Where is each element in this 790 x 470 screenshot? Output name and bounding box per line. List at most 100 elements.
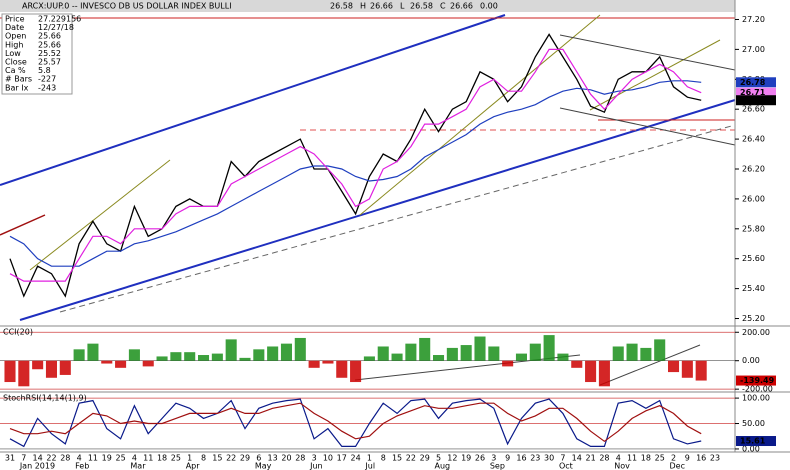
y-tick-label: 100.00 (742, 394, 770, 403)
trend-line (559, 34, 736, 71)
y-tick-label: 26.40 (742, 135, 765, 144)
x-tick-label: 15 (212, 454, 222, 463)
info-label: High (5, 40, 23, 49)
x-tick-label: 1 (367, 454, 372, 463)
bar (446, 347, 458, 361)
bar (308, 360, 320, 368)
x-tick-label: 26 (475, 454, 485, 463)
x-tick-label: 18 (641, 454, 651, 463)
x-tick-label: 23 (710, 454, 720, 463)
y-tick-label: -200.00 (742, 385, 773, 394)
info-label: Open (5, 32, 26, 41)
month-label: Aug (435, 462, 451, 470)
x-tick-label: 18 (157, 454, 167, 463)
info-label: Close (5, 58, 27, 67)
trend-lines (0, 14, 736, 386)
header-field: 0.00 (480, 2, 498, 11)
bar (156, 356, 168, 361)
bar (654, 339, 666, 361)
bar (87, 343, 99, 361)
y-tick-label: 26.00 (742, 194, 765, 203)
header-field: 26.58 (410, 2, 433, 11)
series-line (9, 398, 702, 448)
bar (211, 353, 223, 361)
panel-title: CCI(20) (3, 328, 33, 337)
channel-line (19, 99, 736, 321)
info-value: -227 (38, 75, 56, 84)
x-tick-label: 22 (46, 454, 56, 463)
bar (377, 346, 389, 361)
header-field: C (440, 2, 446, 11)
bar (59, 360, 71, 375)
bar (433, 355, 445, 361)
x-tick-label: 10 (323, 454, 333, 463)
y-tick-label: 26.60 (742, 105, 765, 114)
price-marker (736, 375, 776, 386)
x-tick-label: 20 (281, 454, 291, 463)
x-tick-label: 22 (226, 454, 236, 463)
x-tick-label: 4 (616, 454, 621, 463)
y-tick-label: 0.00 (742, 356, 760, 365)
bar (350, 360, 362, 383)
x-tick-label: 17 (337, 454, 347, 463)
series-line (9, 402, 702, 443)
bar (391, 353, 403, 361)
x-tick-label: 3 (312, 454, 317, 463)
bar (557, 353, 569, 361)
bar (363, 356, 375, 361)
bar (225, 339, 237, 361)
x-tick-label: 28 (60, 454, 70, 463)
bar (198, 355, 210, 361)
x-tick-label: 29 (240, 454, 250, 463)
price-marker-label: 26.78 (740, 78, 766, 87)
y-tick-label: 25.60 (742, 254, 765, 263)
panel-title: StochRSI(14,14(1),9) (3, 394, 87, 403)
panel-borders (0, 0, 790, 453)
price-marker-label: 26.71 (740, 88, 766, 97)
x-tick-label: 3 (491, 454, 496, 463)
series-line (9, 33, 702, 298)
price-marker-label: 26.66 (740, 96, 766, 105)
bar (101, 360, 113, 364)
trend-line (0, 214, 46, 236)
bar (598, 360, 610, 387)
y-tick-label: 26.20 (742, 165, 765, 174)
x-tick-label: 19 (461, 454, 471, 463)
bar (419, 337, 431, 361)
x-tick-label: 4 (77, 454, 82, 463)
month-label: Feb (75, 462, 89, 470)
x-tick-label: 8 (201, 454, 206, 463)
bar (405, 343, 417, 361)
bar (142, 360, 154, 367)
bar (294, 337, 306, 361)
bar (668, 360, 680, 373)
x-tick-label: 12 (447, 454, 457, 463)
bar (681, 360, 693, 378)
y-tick-label: 25.80 (742, 224, 765, 233)
x-tick-label: 22 (406, 454, 416, 463)
y-tick-label: 0.00 (742, 444, 760, 453)
x-tick-label: 31 (5, 454, 15, 463)
bar (612, 346, 624, 361)
x-tick-label: 2 (671, 454, 676, 463)
x-tick-label: 7 (21, 454, 26, 463)
info-value: 5.8 (38, 66, 51, 75)
bar (280, 343, 292, 361)
info-box (1, 13, 73, 95)
month-label: Jun (309, 462, 323, 470)
bar (515, 353, 527, 361)
x-tick-label: 4 (132, 454, 137, 463)
x-tick-label: 30 (544, 454, 554, 463)
x-tick-label: 24 (350, 454, 360, 463)
info-value: -243 (38, 83, 56, 92)
channel-line (0, 14, 506, 186)
bar (184, 352, 196, 361)
x-tick-label: 14 (572, 454, 582, 463)
series-line (9, 48, 702, 282)
trend-line (589, 39, 721, 111)
bar (336, 360, 348, 378)
month-label: Mar (130, 462, 146, 470)
bar (571, 360, 583, 368)
header-field: 26.66 (370, 2, 393, 11)
month-label: Apr (186, 462, 201, 470)
